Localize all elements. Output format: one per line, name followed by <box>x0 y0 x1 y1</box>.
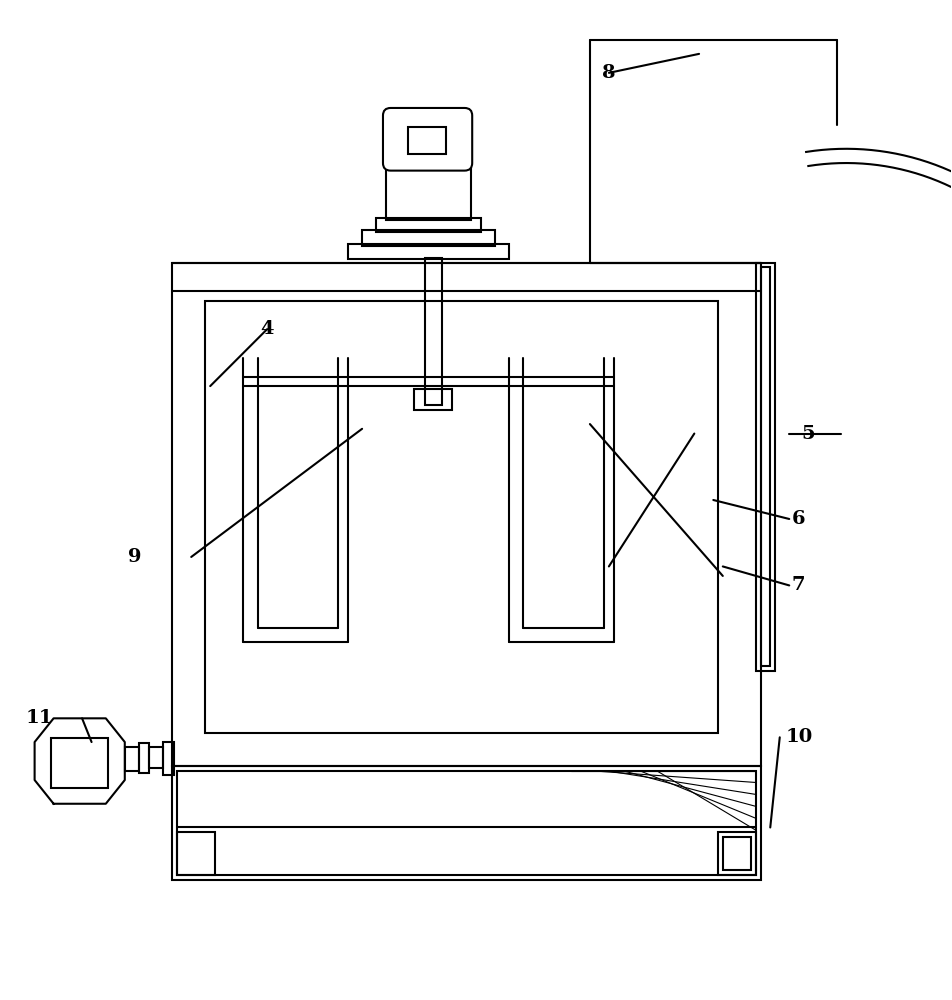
Bar <box>149 747 163 768</box>
Bar <box>347 244 509 259</box>
Bar <box>125 747 139 771</box>
Bar <box>177 771 756 875</box>
Bar <box>163 742 174 775</box>
Bar <box>756 263 775 671</box>
Bar <box>718 832 756 875</box>
Text: 9: 9 <box>128 548 141 566</box>
Text: 8: 8 <box>603 64 616 82</box>
Bar <box>761 267 770 666</box>
Text: 5: 5 <box>802 425 815 443</box>
Bar <box>425 258 442 405</box>
Bar <box>723 837 751 870</box>
Bar <box>386 158 471 220</box>
Bar <box>177 832 215 875</box>
Bar <box>172 766 761 880</box>
Bar <box>50 738 108 788</box>
Text: 10: 10 <box>785 728 812 746</box>
Text: 11: 11 <box>26 709 53 727</box>
Bar <box>407 127 446 154</box>
Bar <box>172 263 761 766</box>
Bar <box>414 389 452 410</box>
Text: 6: 6 <box>792 510 805 528</box>
Text: 7: 7 <box>792 576 805 594</box>
Bar <box>376 218 481 232</box>
Text: 4: 4 <box>261 320 274 338</box>
Bar <box>362 230 495 246</box>
Bar <box>206 301 718 733</box>
FancyBboxPatch shape <box>383 108 472 171</box>
Bar <box>139 743 149 773</box>
